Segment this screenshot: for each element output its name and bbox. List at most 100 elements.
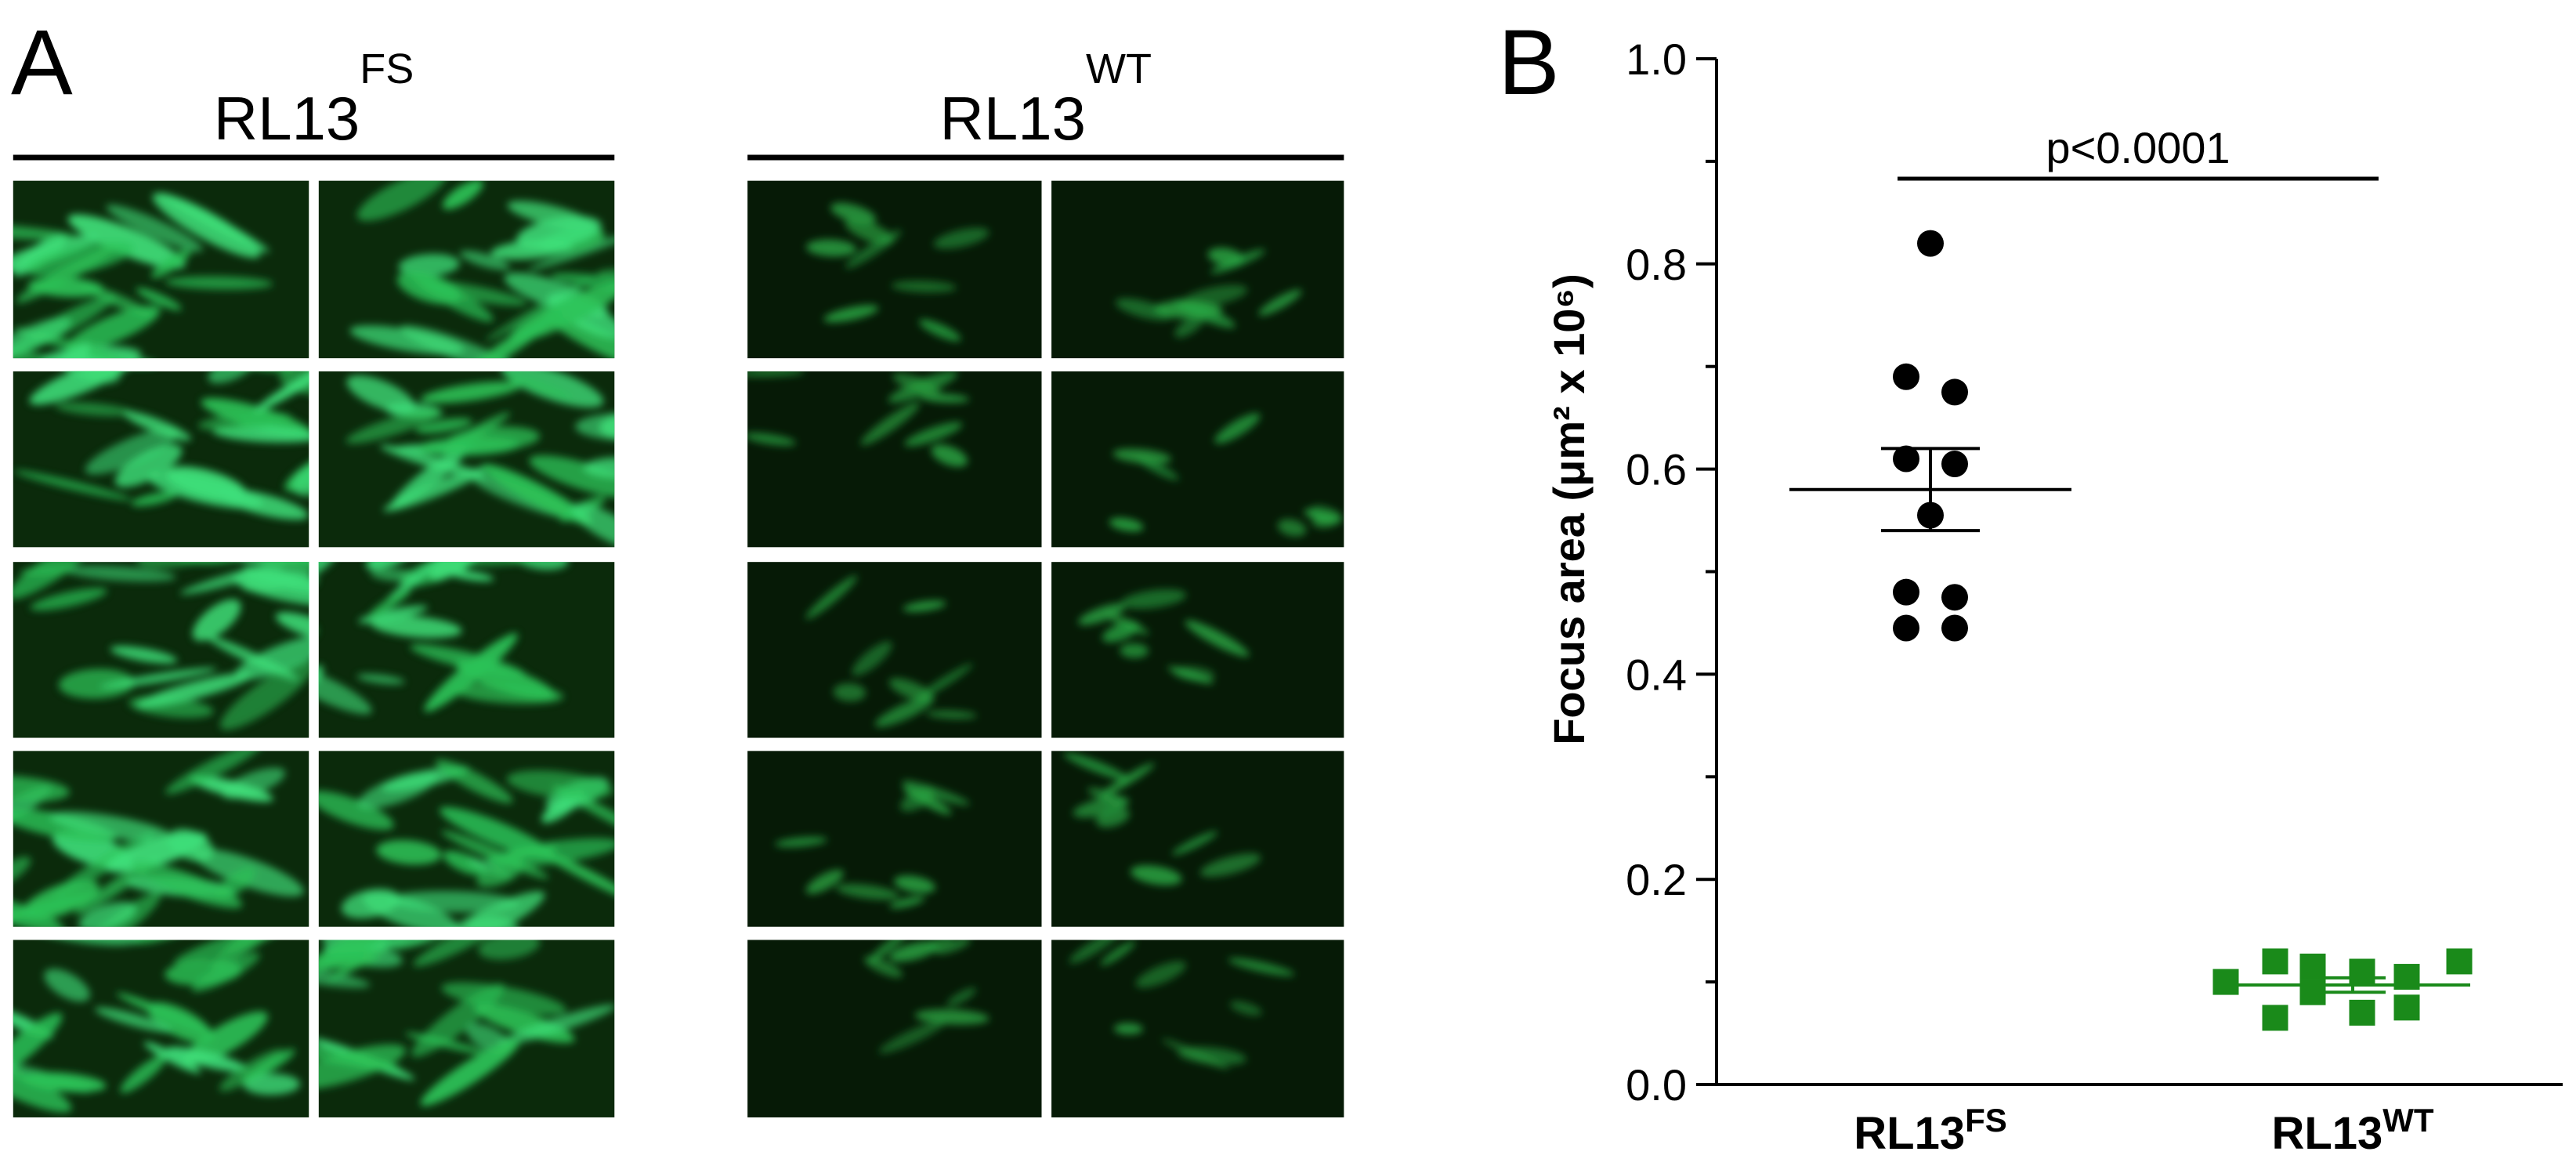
cell	[453, 683, 564, 704]
cell	[147, 472, 263, 509]
cell	[1113, 448, 1172, 465]
micrograph-background	[1051, 371, 1344, 548]
cell	[1069, 940, 1121, 964]
cell	[95, 1007, 173, 1033]
cell	[357, 771, 438, 809]
cell	[490, 838, 615, 867]
cell	[805, 239, 857, 257]
cell	[380, 444, 490, 480]
cell	[747, 433, 796, 446]
group-title-superscript: WT	[1086, 45, 1152, 92]
data-point	[1893, 614, 1919, 642]
cell	[105, 832, 208, 873]
cell	[889, 896, 925, 909]
cell	[13, 775, 70, 803]
y-tick-label: 0.2	[1626, 855, 1687, 904]
cell	[835, 883, 900, 900]
micrograph-background	[1051, 180, 1344, 359]
micrograph	[13, 751, 309, 927]
cell	[860, 402, 921, 446]
y-tick-label: 0.4	[1626, 650, 1687, 699]
cells	[13, 371, 309, 520]
cell	[891, 281, 957, 293]
micrograph	[318, 371, 615, 548]
data-point	[2299, 953, 2326, 980]
cells	[13, 193, 273, 359]
cell	[919, 319, 961, 342]
cell	[476, 861, 523, 888]
cell	[58, 668, 135, 699]
cell	[904, 422, 963, 447]
data-point	[1917, 230, 1944, 257]
cell	[151, 248, 192, 278]
cells	[13, 751, 304, 927]
cells	[346, 371, 615, 548]
cell	[174, 940, 291, 965]
cell	[27, 241, 135, 277]
cell	[369, 588, 411, 617]
cell	[362, 893, 458, 927]
cell	[13, 223, 76, 241]
cells	[863, 940, 990, 1054]
data-point	[1893, 445, 1919, 473]
cell	[13, 856, 31, 889]
cell	[1078, 603, 1126, 625]
cell	[376, 839, 442, 865]
panel-label: A	[11, 11, 73, 114]
cell	[222, 767, 286, 799]
cell	[420, 1038, 520, 1106]
cell	[318, 664, 372, 715]
cell	[143, 1041, 201, 1074]
cell	[1207, 248, 1244, 266]
error-bar	[1881, 447, 1980, 533]
micrograph-background	[1051, 562, 1344, 738]
cell	[490, 239, 573, 260]
cell	[27, 277, 104, 298]
cell	[208, 371, 255, 384]
cell	[165, 276, 273, 290]
cell	[100, 668, 217, 689]
micrograph	[1051, 751, 1344, 927]
micrograph-background	[1051, 940, 1344, 1117]
cells	[1063, 752, 1261, 885]
cell	[166, 1046, 248, 1072]
cell	[551, 273, 615, 295]
cell	[318, 1045, 400, 1071]
group-title: RL13FS	[214, 45, 414, 153]
cell	[234, 634, 309, 680]
micrograph	[1051, 371, 1344, 548]
micrograph-background	[747, 180, 1042, 359]
x-tick-label-superscript: FS	[1965, 1102, 2007, 1139]
cell	[1063, 752, 1129, 780]
cell	[110, 646, 178, 664]
cell	[275, 612, 309, 642]
cell	[49, 811, 173, 842]
micrograph	[747, 562, 1042, 738]
cell	[914, 1008, 990, 1025]
cell	[805, 575, 858, 620]
cell	[534, 846, 615, 903]
cell	[1304, 509, 1333, 523]
cell	[447, 570, 494, 581]
cell	[442, 180, 483, 210]
cell	[1258, 289, 1302, 316]
cell	[67, 214, 186, 269]
y-tick-label: 0.0	[1626, 1060, 1687, 1110]
cell	[901, 780, 970, 806]
y-axis-label: Focus area (μm² x 10⁶)	[1544, 273, 1594, 745]
micrograph	[747, 751, 1042, 927]
data-point	[2349, 999, 2375, 1026]
cell	[747, 371, 805, 377]
cell	[1130, 865, 1182, 885]
group-title-name: RL13	[214, 84, 360, 153]
cell	[13, 1012, 63, 1083]
cell	[318, 965, 371, 988]
cell	[441, 982, 566, 1016]
data-point	[2393, 994, 2420, 1021]
cell	[459, 250, 511, 270]
cell	[429, 562, 491, 581]
cell	[191, 952, 260, 992]
cell	[575, 412, 615, 441]
cells	[13, 562, 309, 730]
micrograph	[747, 940, 1042, 1117]
